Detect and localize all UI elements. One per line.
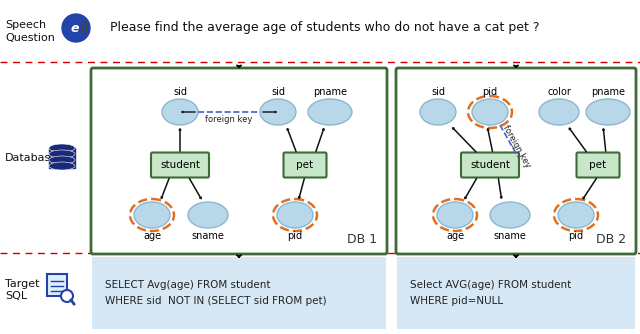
Ellipse shape	[308, 99, 352, 125]
Text: sid: sid	[271, 87, 285, 97]
Text: pet: pet	[296, 160, 314, 170]
Text: SELECT Avg(age) FROM student
WHERE sid  NOT IN (SELECT sid FROM pet): SELECT Avg(age) FROM student WHERE sid N…	[105, 280, 326, 306]
FancyBboxPatch shape	[397, 257, 635, 329]
Ellipse shape	[134, 202, 170, 228]
Ellipse shape	[277, 202, 313, 228]
Ellipse shape	[539, 99, 579, 125]
Text: Select AVG(age) FROM student
WHERE pid=NULL: Select AVG(age) FROM student WHERE pid=N…	[410, 280, 572, 306]
Text: pet: pet	[589, 160, 607, 170]
Ellipse shape	[49, 156, 75, 164]
Ellipse shape	[490, 202, 530, 228]
Ellipse shape	[260, 99, 296, 125]
FancyBboxPatch shape	[92, 257, 386, 329]
Text: Speech
Question: Speech Question	[5, 20, 55, 43]
Text: pid: pid	[568, 231, 584, 241]
FancyBboxPatch shape	[284, 153, 326, 177]
Text: student: student	[470, 160, 510, 170]
Ellipse shape	[558, 202, 594, 228]
Ellipse shape	[420, 99, 456, 125]
Text: DB 1: DB 1	[347, 233, 377, 246]
Text: pname: pname	[591, 87, 625, 97]
Text: sid: sid	[173, 87, 187, 97]
Text: color: color	[547, 87, 571, 97]
Ellipse shape	[188, 202, 228, 228]
Text: sid: sid	[431, 87, 445, 97]
Text: e: e	[71, 22, 79, 35]
Text: pname: pname	[313, 87, 347, 97]
Text: age: age	[143, 231, 161, 241]
Bar	[49, 148, 75, 168]
Text: sname: sname	[191, 231, 225, 241]
FancyBboxPatch shape	[47, 274, 67, 296]
Text: pid: pid	[483, 87, 497, 97]
Text: Target
SQL: Target SQL	[5, 279, 40, 301]
Ellipse shape	[472, 99, 508, 125]
FancyBboxPatch shape	[577, 153, 620, 177]
Ellipse shape	[437, 202, 473, 228]
Ellipse shape	[62, 14, 90, 42]
FancyBboxPatch shape	[396, 68, 636, 254]
Text: Please find the average age of students who do not have a cat pet ?: Please find the average age of students …	[110, 21, 540, 34]
Text: DB 2: DB 2	[596, 233, 626, 246]
Ellipse shape	[49, 150, 75, 158]
FancyBboxPatch shape	[91, 68, 387, 254]
Ellipse shape	[61, 290, 73, 302]
Text: age: age	[446, 231, 464, 241]
Text: student: student	[160, 160, 200, 170]
Text: foreign key: foreign key	[205, 115, 253, 124]
Ellipse shape	[49, 162, 75, 170]
Ellipse shape	[162, 99, 198, 125]
Ellipse shape	[49, 144, 75, 152]
FancyBboxPatch shape	[151, 153, 209, 177]
Ellipse shape	[586, 99, 630, 125]
FancyBboxPatch shape	[461, 153, 519, 177]
Text: Databases: Databases	[5, 153, 64, 163]
Text: pid: pid	[287, 231, 303, 241]
Text: sname: sname	[493, 231, 527, 241]
Text: foreign key: foreign key	[502, 123, 532, 169]
